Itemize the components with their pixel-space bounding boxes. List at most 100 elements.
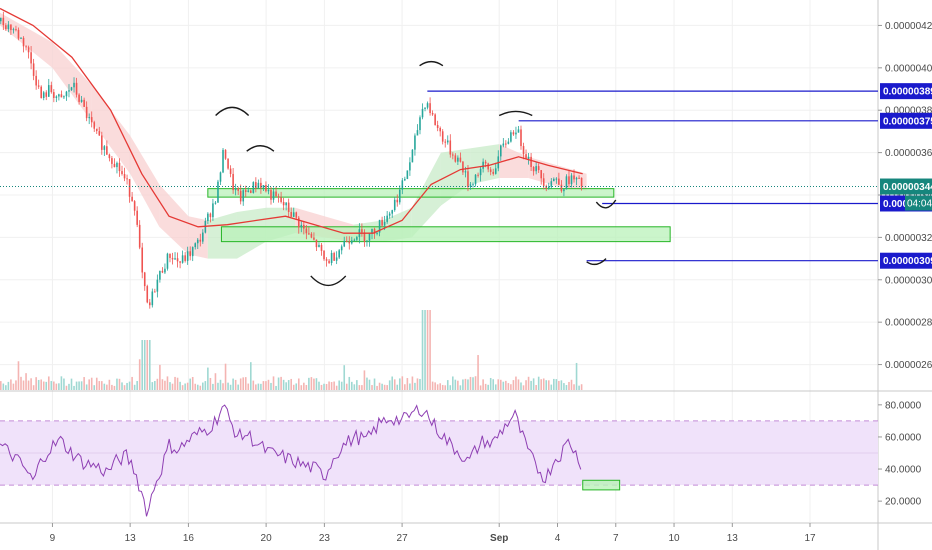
volume-bar xyxy=(396,384,399,390)
candle-body xyxy=(578,177,580,179)
candle-body xyxy=(353,239,356,241)
volume-bar xyxy=(239,378,242,390)
volume-bar xyxy=(5,385,7,390)
candle-body xyxy=(441,131,444,142)
volume-bar xyxy=(436,384,439,390)
candle-body xyxy=(449,140,452,155)
volume-bar xyxy=(449,385,452,390)
volume-bar xyxy=(398,378,401,390)
candle-body xyxy=(565,176,568,190)
candle-body xyxy=(328,260,330,264)
volume-bar xyxy=(467,379,469,390)
rsi-marker-zone xyxy=(582,479,621,491)
volume-bar xyxy=(371,385,373,390)
candle-body xyxy=(313,237,315,240)
volume-bar xyxy=(265,381,267,390)
volume-bar xyxy=(78,381,80,390)
candle-body xyxy=(409,162,411,171)
date-axis[interactable]: 9 13 16 20 23 27 Sep 4 7 10 13 17 xyxy=(50,523,816,544)
candle-body xyxy=(55,96,58,98)
volume-bar xyxy=(308,377,310,390)
level-price-tag-label: 0.00000309 xyxy=(883,256,932,267)
candle-body xyxy=(444,141,447,143)
volume-bar xyxy=(325,383,328,390)
volume-bar xyxy=(285,382,287,390)
volume-bar xyxy=(209,377,212,390)
candle-body xyxy=(371,228,373,234)
date-tick-label: 13 xyxy=(727,533,739,544)
candle-body xyxy=(542,178,545,186)
candle-body xyxy=(454,155,457,162)
volume-bar xyxy=(474,376,477,390)
volume-bar xyxy=(464,378,467,390)
candle-body xyxy=(159,270,161,280)
hand-drawn-arc xyxy=(595,199,617,209)
candle-body xyxy=(285,202,287,206)
candle-body xyxy=(63,96,65,98)
candle-body xyxy=(123,174,126,179)
volume-bar xyxy=(255,384,257,390)
volume-bar xyxy=(527,376,530,390)
volume-bar xyxy=(295,383,298,390)
candle-body xyxy=(184,255,186,261)
volume-bar xyxy=(148,340,151,390)
volume-bar xyxy=(217,382,219,390)
volume-bar xyxy=(452,376,454,390)
candle-body xyxy=(351,240,353,244)
candle-body xyxy=(530,156,532,167)
candle-body xyxy=(35,75,37,86)
volume-bar xyxy=(477,355,479,390)
date-tick-label: 4 xyxy=(555,533,561,544)
candle-body xyxy=(419,117,421,131)
date-tick-label: 17 xyxy=(804,533,816,544)
candle-body xyxy=(207,213,209,221)
volume-bar xyxy=(156,378,159,390)
date-tick-label: 7 xyxy=(613,533,619,544)
volume-bar xyxy=(459,385,462,390)
candle-body xyxy=(189,251,191,257)
candle-body xyxy=(80,99,83,102)
candle-body xyxy=(237,188,239,191)
candle-body xyxy=(512,132,515,135)
volume-bar xyxy=(492,379,495,390)
volume-bar xyxy=(20,376,22,390)
volume-bar xyxy=(101,381,103,390)
volume-bar xyxy=(184,383,186,390)
volume-bar xyxy=(505,380,507,390)
candle-body xyxy=(146,286,149,303)
volume-bar xyxy=(315,378,318,390)
volume-bar xyxy=(47,376,50,390)
candle-body xyxy=(17,29,20,39)
volume-bar xyxy=(426,310,429,390)
volume-bar xyxy=(563,383,565,390)
volume-bar xyxy=(212,383,214,390)
candle-body xyxy=(70,87,73,91)
volume-bar xyxy=(545,380,548,390)
candle-body xyxy=(292,212,295,217)
candle-body xyxy=(277,196,280,198)
volume-bar xyxy=(555,379,558,390)
volume-bar xyxy=(0,381,2,390)
horizontal-levels[interactable] xyxy=(0,90,878,262)
candle-body xyxy=(502,143,505,146)
volume-bar xyxy=(280,376,282,390)
volume-bar xyxy=(42,381,45,390)
ichimoku-cloud xyxy=(0,12,587,259)
candle-body xyxy=(568,176,570,185)
moving-average xyxy=(0,7,583,234)
candle-body xyxy=(45,92,48,97)
candle-body xyxy=(83,99,85,107)
candle-body xyxy=(148,302,151,306)
candle-body xyxy=(436,125,439,128)
support-zone xyxy=(220,226,671,243)
candle-body xyxy=(464,171,467,173)
volume-bar xyxy=(419,378,421,390)
volume-bar xyxy=(570,379,573,390)
candle-body xyxy=(136,210,138,225)
volume-bar xyxy=(123,385,126,390)
candle-body xyxy=(363,232,366,242)
volume-bar xyxy=(22,380,25,390)
volume-bar xyxy=(323,383,325,390)
